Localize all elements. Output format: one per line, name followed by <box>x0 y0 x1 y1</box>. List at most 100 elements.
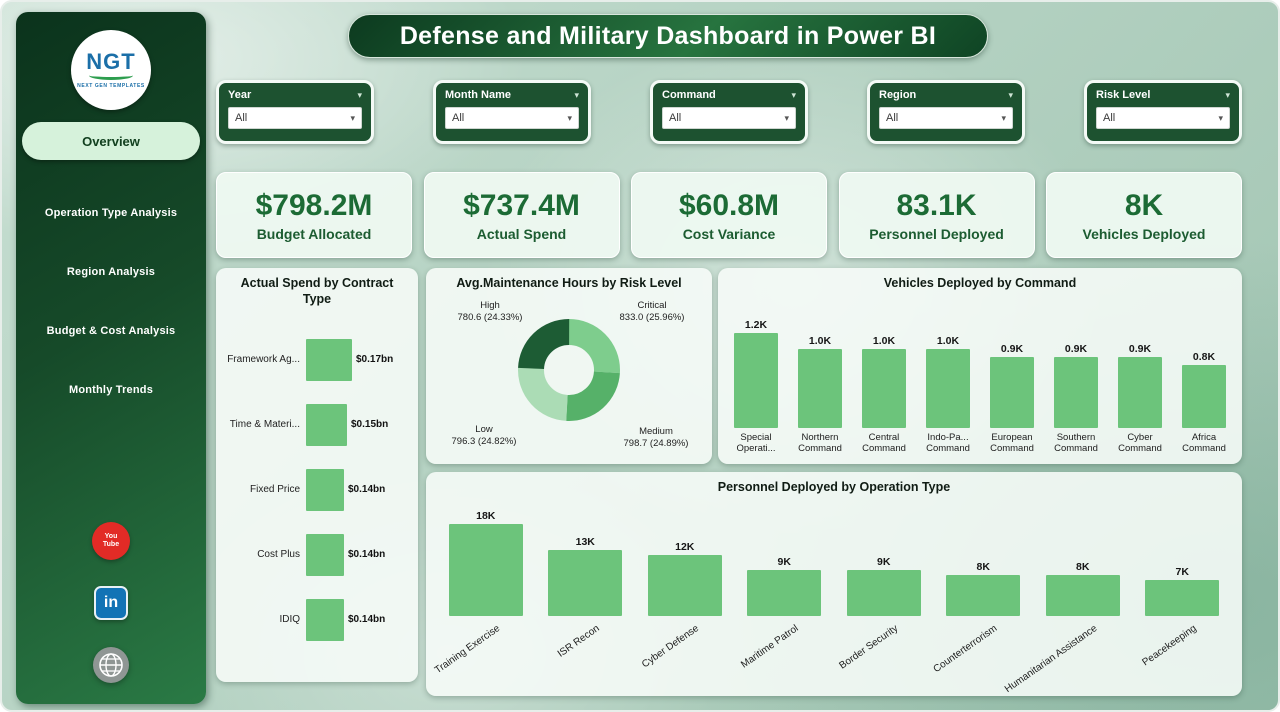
logo-swoosh-icon <box>89 71 133 80</box>
value-label: 1.0K <box>936 335 960 347</box>
bar[interactable] <box>1118 357 1162 428</box>
chevron-down-icon: ▾ <box>784 112 789 123</box>
chart-column: 1.0K Central Command <box>852 335 916 460</box>
dropdown-value: All <box>235 112 248 124</box>
category-label: Framework Ag... <box>227 354 300 365</box>
value-label: 12K <box>675 541 695 553</box>
kpi-label: Budget Allocated <box>256 225 372 242</box>
value-label: $0.14bn <box>348 484 386 496</box>
bar[interactable] <box>306 533 344 576</box>
bar[interactable] <box>1145 580 1220 616</box>
bar[interactable] <box>647 555 722 616</box>
chevron-down-icon: ▾ <box>574 89 579 100</box>
filter-command[interactable]: Command ▾ All ▾ <box>650 80 808 144</box>
donut-segment-low[interactable] <box>518 319 620 421</box>
year-dropdown[interactable]: All ▾ <box>228 107 362 129</box>
value-label: 0.8K <box>1192 351 1216 363</box>
slice-value: 796.3 (24.82%) <box>451 435 517 447</box>
kpi-budget-allocated: $798.2M Budget Allocated <box>216 172 412 258</box>
month-name-dropdown[interactable]: All ▾ <box>445 107 579 129</box>
value-label: 1.2K <box>744 319 768 331</box>
category-label: Indo-Pa... Command <box>926 432 970 455</box>
bar[interactable] <box>1045 575 1120 616</box>
page-title-text: Defense and Military Dashboard in Power … <box>399 21 937 50</box>
value-label: $0.17bn <box>356 354 394 366</box>
chart-column: 18K Training Exercise <box>433 510 536 694</box>
kpi-label: Vehicles Deployed <box>1082 225 1206 242</box>
chevron-down-icon: ▾ <box>791 89 796 100</box>
bar[interactable] <box>798 349 842 428</box>
bar[interactable] <box>1054 357 1098 428</box>
bar[interactable] <box>306 403 347 446</box>
slice-value: 833.0 (25.96%) <box>619 311 685 323</box>
region-dropdown[interactable]: All ▾ <box>879 107 1013 129</box>
bar[interactable] <box>1182 365 1226 428</box>
contract-bar-row: Fixed Price $0.14bn <box>216 457 418 522</box>
bar[interactable] <box>306 338 352 381</box>
value-label: 8K <box>1076 561 1090 573</box>
chevron-down-icon: ▾ <box>567 112 572 123</box>
category-label: Cost Plus <box>257 549 300 560</box>
youtube-label: You Tube <box>102 532 120 548</box>
chart-title: Avg.Maintenance Hours by Risk Level <box>456 276 682 290</box>
category-label: Peacekeeping <box>1140 623 1199 669</box>
command-dropdown[interactable]: All ▾ <box>662 107 796 129</box>
sidebar-item-overview[interactable]: Overview <box>22 122 200 160</box>
bar[interactable] <box>990 357 1034 428</box>
filter-region[interactable]: Region ▾ All ▾ <box>867 80 1025 144</box>
horizontal-bar-plot: Framework Ag... $0.17bn Time & Materi... $0… <box>216 327 418 652</box>
bar[interactable] <box>306 598 344 641</box>
value-label: 1.0K <box>872 335 896 347</box>
bar[interactable] <box>926 349 970 428</box>
ngt-logo: NGT NEXT GEN TEMPLATES <box>71 30 151 110</box>
donut-segment-high[interactable] <box>518 319 620 421</box>
kpi-label: Personnel Deployed <box>869 225 1004 242</box>
chart-title: Personnel Deployed by Operation Type <box>717 480 951 494</box>
linkedin-icon[interactable]: in <box>94 586 128 620</box>
category-label: Southern Command <box>1054 432 1098 455</box>
bar[interactable] <box>862 349 906 428</box>
chevron-down-icon: ▾ <box>1008 89 1013 100</box>
bar[interactable] <box>946 575 1021 616</box>
bar[interactable] <box>306 468 344 511</box>
youtube-icon[interactable]: You Tube <box>92 522 130 560</box>
chart-column: 13K ISR Recon <box>536 536 636 694</box>
bar[interactable] <box>846 570 921 616</box>
category-label: Northern Command <box>798 432 842 455</box>
globe-icon[interactable] <box>92 646 130 684</box>
sidebar-item-budget-cost-analysis[interactable]: Budget & Cost Analysis <box>46 325 176 337</box>
sidebar-item-monthly-trends[interactable]: Monthly Trends <box>68 384 154 396</box>
donut-label-high: High 780.6 (24.33%) <box>440 300 540 324</box>
category-label: Maritime Patrol <box>739 623 801 671</box>
slice-value: 780.6 (24.33%) <box>457 311 523 323</box>
donut-label-medium: Medium 798.7 (24.89%) <box>606 426 706 450</box>
slice-name: Low <box>475 424 493 435</box>
category-label: European Command <box>990 432 1034 455</box>
bar[interactable] <box>747 570 822 616</box>
kpi-value: 8K <box>1124 188 1164 222</box>
filter-risk-level[interactable]: Risk Level ▾ All ▾ <box>1084 80 1242 144</box>
chart-personnel-deployed-by-operation-type: Personnel Deployed by Operation Type 18K… <box>426 472 1242 696</box>
kpi-vehicles-deployed: 8K Vehicles Deployed <box>1046 172 1242 258</box>
kpi-label: Cost Variance <box>682 225 776 242</box>
chevron-down-icon: ▾ <box>1218 112 1223 123</box>
bar[interactable] <box>548 550 623 616</box>
contract-bar-row: Time & Materi... $0.15bn <box>216 392 418 457</box>
page-title: Defense and Military Dashboard in Power … <box>348 14 988 58</box>
category-label-wrap: Cyber Defense <box>635 618 735 694</box>
chart-column: 8K Humanitarian Assistance <box>1003 561 1133 695</box>
contract-bar-row: IDIQ $0.14bn <box>216 587 418 652</box>
value-label: 7K <box>1175 566 1189 578</box>
sidebar-item-region-analysis[interactable]: Region Analysis <box>66 266 156 278</box>
risk-level-dropdown[interactable]: All ▾ <box>1096 107 1230 129</box>
chart-title: Actual Spend by Contract Type <box>240 276 394 306</box>
filter-year[interactable]: Year ▾ All ▾ <box>216 80 374 144</box>
slice-name: High <box>480 300 500 311</box>
sidebar-item-operation-type-analysis[interactable]: Operation Type Analysis <box>44 207 178 219</box>
filter-label: Year <box>228 89 252 101</box>
bar[interactable] <box>448 524 523 616</box>
bar[interactable] <box>734 333 778 428</box>
sidebar: NGT NEXT GEN TEMPLATES Overview Operatio… <box>16 12 206 704</box>
filter-month-name[interactable]: Month Name ▾ All ▾ <box>433 80 591 144</box>
chart-column: 9K Maritime Patrol <box>735 556 835 694</box>
